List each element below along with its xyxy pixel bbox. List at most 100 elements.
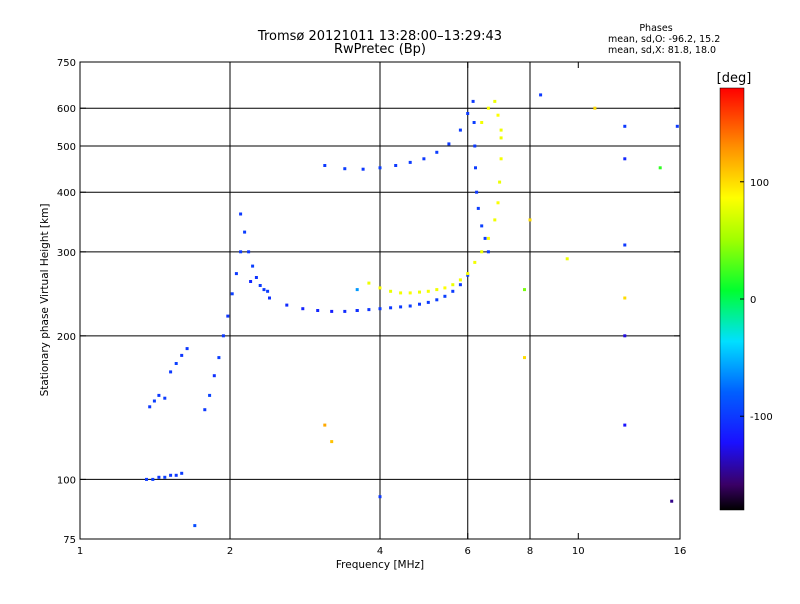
echo-point	[593, 106, 597, 110]
echo-point	[523, 288, 526, 292]
echo-point	[443, 294, 447, 298]
echo-point	[148, 405, 152, 409]
x-axis-label: Frequency [MHz]	[336, 559, 424, 571]
grid-lines	[80, 62, 680, 539]
echo-point	[217, 356, 221, 360]
echo-point	[262, 288, 266, 292]
y-tick-label: 300	[57, 248, 76, 259]
y-tick-label: 200	[57, 332, 76, 343]
echo-point	[422, 157, 426, 161]
echo-point	[221, 334, 225, 338]
echo-point	[230, 292, 234, 296]
echo-point	[466, 273, 470, 277]
y-tick-label: 400	[57, 188, 76, 199]
echo-point	[169, 473, 173, 477]
echo-point	[623, 124, 627, 128]
echo-point	[418, 302, 421, 306]
echo-point	[180, 471, 184, 475]
echo-point	[243, 230, 247, 234]
echo-point	[151, 477, 155, 481]
echo-point	[458, 128, 462, 132]
echo-point	[466, 272, 470, 276]
echo-point	[203, 408, 207, 412]
echo-point	[212, 374, 216, 378]
echo-point	[251, 264, 255, 268]
phases-x-stats: mean, sd,X: 81.8, 18.0	[608, 45, 716, 56]
colorbar-ticks: 100 0 -100	[740, 178, 773, 423]
echo-point	[486, 106, 490, 110]
echo-point	[226, 314, 230, 318]
echo-point	[408, 160, 412, 164]
echo-point	[565, 257, 569, 261]
echo-point	[493, 218, 497, 222]
echo-point	[480, 224, 484, 228]
echo-point	[493, 99, 497, 103]
echo-point	[157, 475, 161, 479]
x-tick-label: 2	[227, 546, 233, 557]
echo-point	[234, 272, 238, 276]
echo-point	[208, 393, 212, 397]
echo-point	[157, 393, 161, 397]
echo-point	[254, 276, 258, 279]
x-tick-label: 1	[77, 546, 83, 557]
echo-point	[378, 495, 382, 499]
echo-point	[330, 309, 334, 313]
echo-point	[249, 280, 253, 283]
echo-point	[239, 212, 243, 216]
echo-point	[378, 286, 382, 290]
echo-point	[268, 296, 271, 300]
echo-point	[408, 304, 412, 308]
y-tick-label: 100	[57, 475, 76, 486]
echo-point	[458, 283, 462, 287]
x-tick-label: 16	[674, 546, 687, 557]
echo-point	[285, 303, 289, 307]
echo-point	[174, 473, 178, 477]
echo-point	[378, 166, 382, 170]
echo-point	[623, 243, 627, 247]
echo-point	[474, 166, 477, 170]
echo-point	[451, 283, 455, 287]
echo-point	[623, 423, 627, 427]
echo-point	[458, 278, 462, 282]
echo-point	[247, 250, 251, 254]
echo-point	[301, 307, 305, 311]
echo-point	[435, 150, 439, 154]
echo-point	[145, 477, 148, 481]
echo-point	[472, 121, 476, 124]
echo-point	[528, 218, 532, 222]
echo-point	[408, 291, 412, 295]
x-tick-label: 4	[377, 546, 383, 557]
echo-point	[185, 347, 189, 351]
echo-point	[239, 250, 243, 254]
colorbar-tick-label: 100	[750, 178, 769, 189]
echo-point	[435, 298, 439, 302]
echo-point	[623, 157, 627, 161]
echo-point	[399, 291, 403, 295]
echo-point	[486, 250, 490, 254]
echo-point	[451, 289, 455, 293]
y-tick-label: 500	[57, 142, 76, 153]
x-tick-label: 8	[527, 546, 533, 557]
echo-point	[623, 296, 627, 300]
echo-point	[675, 124, 679, 128]
echo-point	[152, 399, 156, 403]
echo-point	[355, 309, 359, 312]
echo-point	[367, 308, 371, 312]
echo-point	[447, 142, 451, 146]
phases-o-stats: mean, sd,O: -96.2, 15.2	[608, 34, 720, 45]
y-tick-labels: 75 100 200 300 400 500 600 750	[57, 58, 76, 546]
echo-point	[539, 93, 543, 97]
y-axis-label: Stationary phase Virtual Height [km]	[39, 204, 51, 397]
echo-point	[323, 423, 327, 427]
echo-point	[658, 166, 662, 170]
x-tick-label: 6	[465, 546, 471, 557]
chart-title-line2: RwPretec (Bp)	[334, 42, 426, 57]
echo-point	[266, 289, 270, 293]
echo-point	[418, 290, 421, 294]
echo-point	[330, 440, 334, 444]
echo-point	[443, 286, 447, 290]
echo-point	[163, 475, 167, 479]
echo-point	[180, 353, 184, 357]
axis-ticks	[79, 61, 681, 540]
